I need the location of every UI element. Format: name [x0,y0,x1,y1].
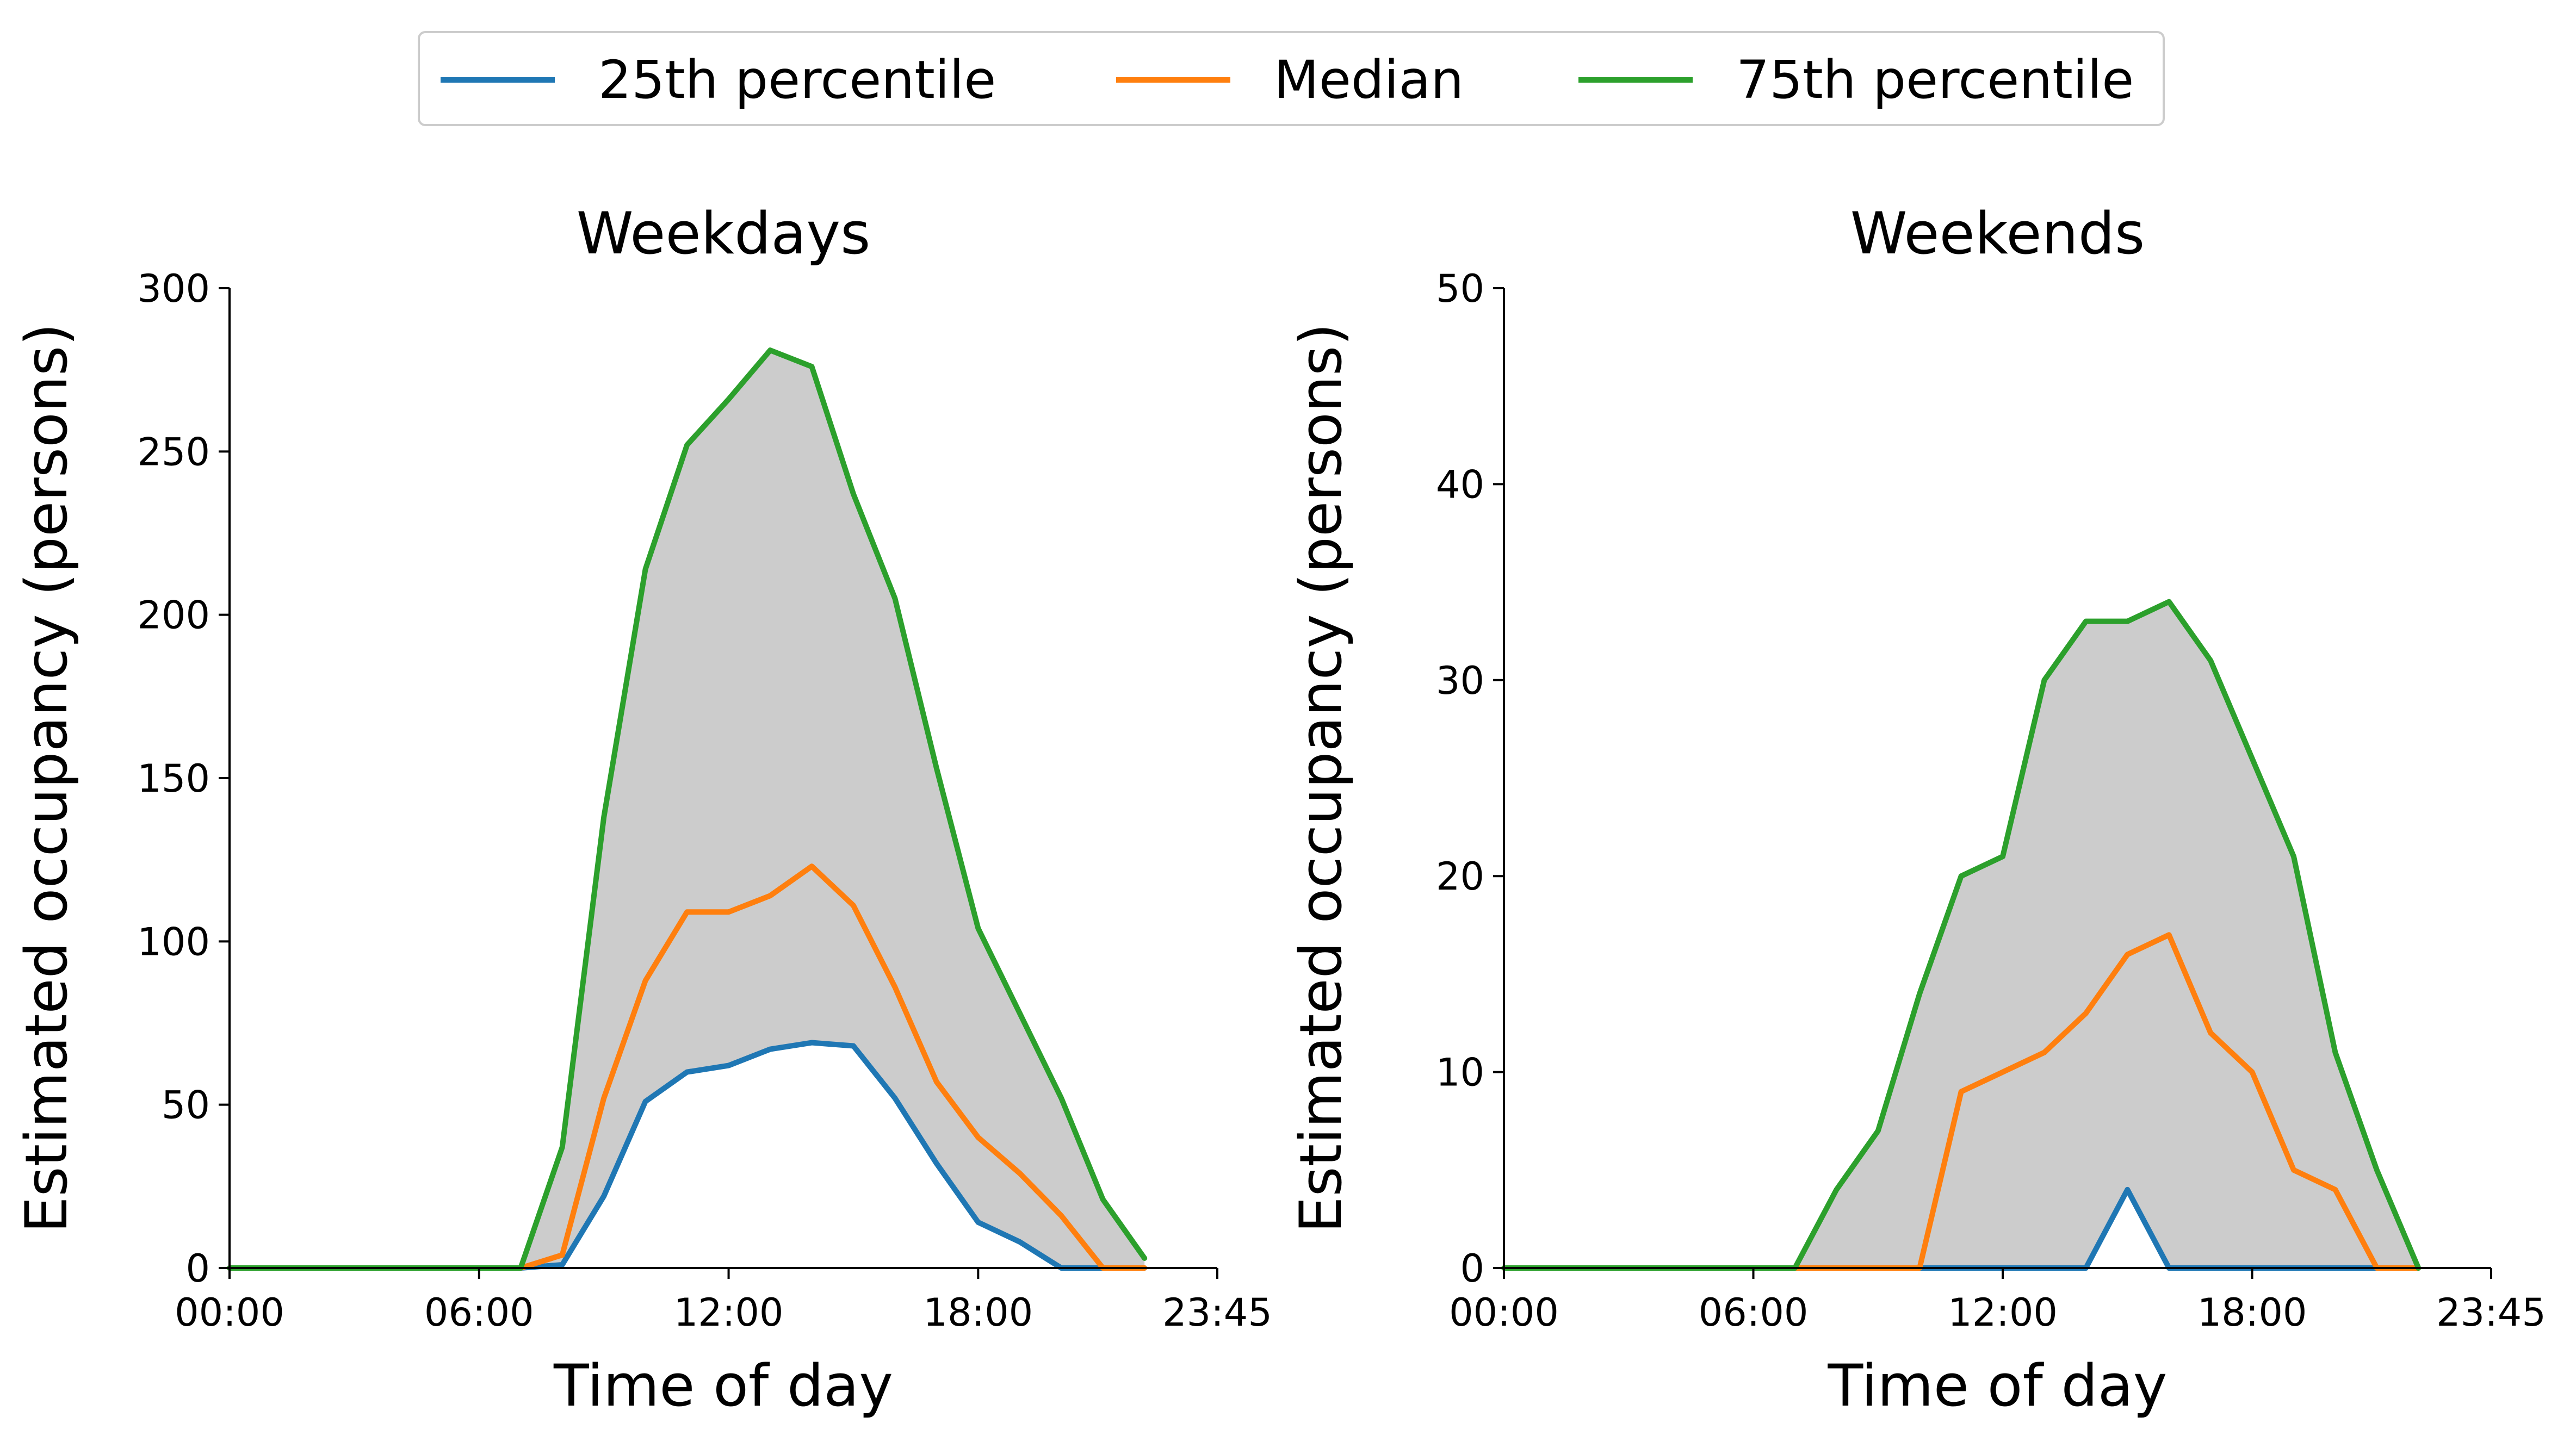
y-tick-label: 200 [137,593,210,638]
legend: 25th percentile Median 75th percentile [418,31,2165,126]
series-line-1 [227,1040,1148,1271]
series-line-3 [227,347,1148,1271]
legend-swatch-75th [1578,77,1693,83]
legend-label-75th: 75th percentile [1736,49,2134,110]
chart-panel-1: 00:00 06:00 12:00 18:00 23:45 0 50 100 150 200 250… [13,200,1272,1419]
x-tick-label: 23:45 [1162,1290,1272,1335]
x-axis-label: Time of day [553,1352,893,1419]
x-tick-label: 06:00 [424,1290,534,1335]
legend-label-median: Median [1274,49,1464,110]
chart-panel-2: 00:00 06:00 12:00 18:00 23:45 0 10 20 30 40 50 Week… [1287,200,2546,1419]
series-line-3 [1501,599,2422,1271]
chart-title: Weekdays [577,200,871,267]
y-axis-label: Estimated occupancy (persons) [1287,323,1354,1233]
series-line-2 [1501,932,2422,1271]
x-axis-label: Time of day [1828,1352,2168,1419]
y-tick-label: 40 [1436,462,1484,507]
x-tick-label: 18:00 [2197,1290,2307,1335]
x-tick-label: 18:00 [923,1290,1033,1335]
y-tick-label: 0 [1460,1246,1484,1291]
series-line-2 [227,863,1148,1271]
y-tick-label: 250 [137,430,210,474]
x-tick-label: 12:00 [1948,1290,2058,1335]
y-tick-label: 0 [185,1246,210,1291]
x-tick-label: 06:00 [1699,1290,1809,1335]
y-tick-label: 100 [137,919,210,964]
x-tick-label: 23:45 [2436,1290,2546,1335]
percentile-band [230,350,1145,1268]
percentile-band [1504,601,2419,1268]
chart-title: Weekends [1850,200,2145,267]
x-tick-label: 12:00 [674,1290,784,1335]
x-tick-label: 00:00 [1449,1290,1559,1335]
legend-swatch-25th [441,77,555,83]
legend-label-25th: 25th percentile [598,49,996,110]
y-tick-label: 50 [1436,266,1484,311]
y-tick-label: 30 [1436,658,1484,703]
y-tick-label: 20 [1436,854,1484,899]
x-tick-label: 00:00 [175,1290,284,1335]
y-tick-label: 150 [137,756,210,801]
y-axis-label: Estimated occupancy (persons) [13,323,80,1233]
y-tick-label: 10 [1436,1051,1484,1095]
y-tick-label: 50 [162,1083,210,1128]
legend-swatch-median [1116,77,1230,83]
y-tick-label: 300 [137,266,210,311]
